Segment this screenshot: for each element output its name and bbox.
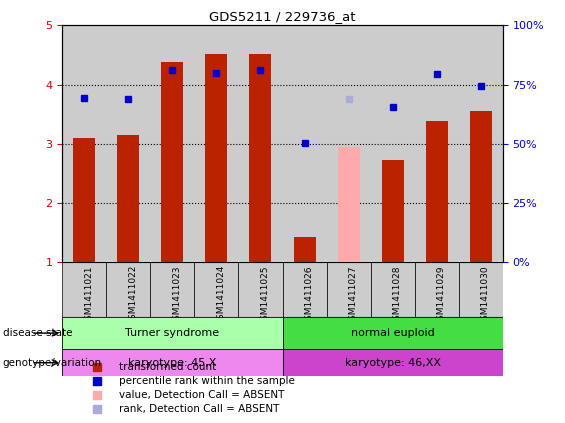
Bar xyxy=(371,262,415,317)
Bar xyxy=(238,262,282,317)
Bar xyxy=(150,25,194,262)
Text: GSM1411023: GSM1411023 xyxy=(172,265,181,326)
Bar xyxy=(470,111,492,262)
Bar xyxy=(150,262,194,317)
Bar xyxy=(106,262,150,317)
Text: GSM1411026: GSM1411026 xyxy=(305,265,314,326)
Text: percentile rank within the sample: percentile rank within the sample xyxy=(119,376,295,386)
Bar xyxy=(371,25,415,262)
Bar xyxy=(62,262,106,317)
Bar xyxy=(415,25,459,262)
Bar xyxy=(106,25,150,262)
Text: karyotype: 46,XX: karyotype: 46,XX xyxy=(345,358,441,368)
Bar xyxy=(282,25,327,262)
Bar xyxy=(426,121,448,262)
Text: GSM1411021: GSM1411021 xyxy=(84,265,93,326)
Text: GSM1411024: GSM1411024 xyxy=(216,265,225,325)
Bar xyxy=(206,54,227,262)
Text: GSM1411030: GSM1411030 xyxy=(481,265,490,326)
Text: rank, Detection Call = ABSENT: rank, Detection Call = ABSENT xyxy=(119,404,280,414)
Bar xyxy=(194,25,238,262)
Text: GSM1411025: GSM1411025 xyxy=(260,265,270,326)
Text: transformed count: transformed count xyxy=(119,362,217,372)
Bar xyxy=(282,262,327,317)
Text: disease state: disease state xyxy=(3,328,72,338)
Bar xyxy=(282,349,503,376)
Bar xyxy=(73,138,95,262)
Text: value, Detection Call = ABSENT: value, Detection Call = ABSENT xyxy=(119,390,285,400)
Title: GDS5211 / 229736_at: GDS5211 / 229736_at xyxy=(209,10,356,23)
Bar xyxy=(194,262,238,317)
Text: GSM1411028: GSM1411028 xyxy=(393,265,402,326)
Bar xyxy=(327,262,371,317)
Bar xyxy=(294,237,316,262)
Text: genotype/variation: genotype/variation xyxy=(3,358,102,368)
Text: GSM1411022: GSM1411022 xyxy=(128,265,137,325)
Bar xyxy=(62,349,282,376)
Text: GSM1411029: GSM1411029 xyxy=(437,265,446,326)
Bar xyxy=(282,317,503,349)
Bar xyxy=(62,25,106,262)
Text: GSM1411027: GSM1411027 xyxy=(349,265,358,326)
Text: Turner syndrome: Turner syndrome xyxy=(125,328,219,338)
Text: karyotype: 45,X: karyotype: 45,X xyxy=(128,358,216,368)
Bar xyxy=(250,54,272,262)
Bar xyxy=(415,262,459,317)
Bar xyxy=(238,25,282,262)
Bar xyxy=(62,317,282,349)
Bar xyxy=(459,25,503,262)
Bar xyxy=(327,25,371,262)
Bar xyxy=(162,62,183,262)
Bar xyxy=(338,147,360,262)
Bar xyxy=(118,135,139,262)
Bar xyxy=(459,262,503,317)
Text: normal euploid: normal euploid xyxy=(351,328,434,338)
Bar xyxy=(382,160,404,262)
